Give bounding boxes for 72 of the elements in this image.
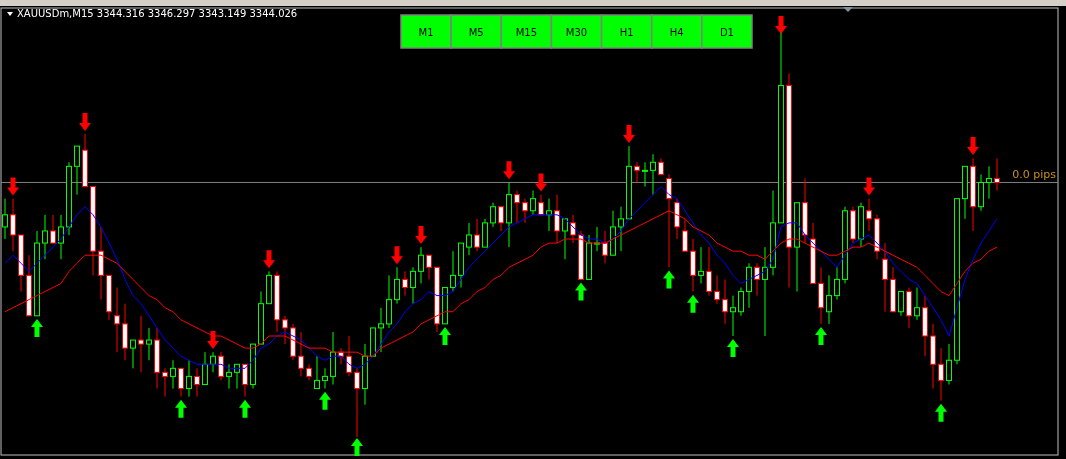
candlestick [202, 351, 208, 385]
candlestick [394, 266, 400, 305]
candlestick [74, 145, 80, 196]
candlestick [602, 230, 608, 264]
candlestick [562, 218, 568, 260]
candlestick [322, 367, 328, 390]
candlestick [650, 153, 656, 196]
candlestick [146, 327, 152, 361]
candlestick [114, 287, 120, 353]
candlestick [226, 363, 232, 390]
candlestick [138, 315, 144, 373]
candlestick [618, 206, 624, 252]
candlestick [570, 214, 576, 244]
candlestick [530, 190, 536, 216]
annotation: M30 [565, 26, 588, 38]
candlestick [514, 190, 520, 224]
candlestick [642, 161, 648, 188]
candlestick [426, 254, 432, 280]
candlestick [130, 339, 136, 369]
annotation: H1 [619, 26, 634, 38]
annotation: M5 [468, 26, 484, 38]
candlestick [402, 270, 408, 297]
candlestick [986, 165, 992, 200]
candlestick [50, 214, 56, 244]
candlestick [706, 246, 712, 297]
candlestick [314, 355, 320, 390]
candlestick [474, 218, 480, 252]
candlestick [714, 274, 720, 305]
candlestick [194, 367, 200, 398]
candlestick [898, 291, 904, 317]
candlestick [410, 266, 416, 305]
annotation: M1 [418, 26, 434, 38]
candlestick [882, 242, 888, 313]
candlestick [234, 363, 240, 390]
candlestick [2, 198, 8, 240]
candlestick [498, 206, 504, 232]
annotation: H4 [669, 26, 684, 38]
candlestick [418, 246, 424, 284]
candlestick [210, 351, 216, 373]
candlestick [42, 214, 48, 260]
annotation: D1 [719, 26, 734, 38]
candlestick [354, 367, 360, 438]
candlestick [834, 266, 840, 301]
candlestick [378, 307, 384, 353]
ref-line-label: 0.0 pips [1012, 168, 1057, 182]
candlestick [58, 214, 64, 260]
candlestick [218, 351, 224, 381]
candlestick [738, 287, 744, 317]
candlestick [282, 315, 288, 345]
candlestick [242, 363, 248, 398]
candlestick [722, 278, 728, 325]
candlestick [938, 347, 944, 402]
candlestick [698, 246, 704, 284]
candlestick [866, 198, 872, 232]
candlestick [946, 343, 952, 385]
candlestick [162, 367, 168, 398]
candlestick [682, 218, 688, 252]
candlestick [186, 359, 192, 398]
candlestick [634, 161, 640, 183]
annotation: M15 [515, 26, 538, 38]
candlestick [10, 198, 16, 252]
candlestick [914, 287, 920, 321]
candlestick [450, 250, 456, 293]
candlestick [170, 359, 176, 390]
candlestick [466, 222, 472, 256]
candlestick [178, 367, 184, 398]
candlestick [522, 198, 528, 224]
candlestick [490, 202, 496, 228]
candlestick [994, 157, 1000, 192]
candlestick [826, 274, 832, 325]
chart-title: XAUUSDm,M15 3344.316 3346.297 3343.149 3344.026 [17, 8, 298, 19]
candlestick [730, 295, 736, 337]
